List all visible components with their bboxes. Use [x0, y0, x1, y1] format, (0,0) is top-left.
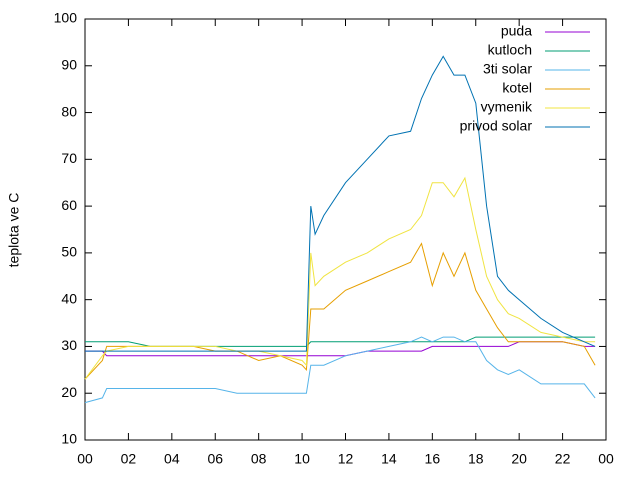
- x-tick-label: 10: [294, 451, 310, 467]
- y-tick-label: 30: [61, 337, 77, 353]
- x-tick-label: 20: [511, 451, 527, 467]
- y-tick-label: 70: [61, 150, 77, 166]
- y-tick-label: 20: [61, 384, 77, 400]
- legend-label: kutloch: [488, 42, 532, 58]
- x-tick-label: 22: [555, 451, 571, 467]
- legend-label: privod solar: [460, 118, 533, 134]
- x-tick-label: 06: [207, 451, 223, 467]
- x-tick-label: 16: [425, 451, 441, 467]
- x-tick-label: 12: [338, 451, 354, 467]
- y-tick-label: 90: [61, 56, 77, 72]
- y-tick-label: 50: [61, 244, 77, 260]
- x-tick-label: 04: [164, 451, 180, 467]
- legend-label: 3ti solar: [483, 61, 532, 77]
- x-tick-label: 02: [121, 451, 137, 467]
- x-tick-label: 00: [598, 451, 614, 467]
- y-tick-label: 100: [54, 10, 78, 26]
- x-tick-label: 08: [251, 451, 267, 467]
- legend-label: vymenik: [481, 99, 533, 115]
- y-axis-label: teplota ve C: [6, 193, 22, 268]
- x-tick-label: 00: [77, 451, 93, 467]
- legend-label: kotel: [502, 80, 532, 96]
- x-tick-label: 14: [381, 451, 397, 467]
- series-line: [84, 176, 596, 380]
- series-line: [85, 55, 596, 352]
- x-tick-label: 18: [468, 451, 484, 467]
- series-line: [84, 336, 596, 404]
- y-tick-label: 10: [61, 431, 77, 447]
- y-tick-label: 80: [61, 103, 77, 119]
- series-line: [84, 242, 596, 380]
- series-line: [85, 341, 596, 357]
- legend-label: puda: [501, 23, 532, 39]
- y-tick-label: 60: [61, 197, 77, 213]
- y-tick-label: 40: [61, 290, 77, 306]
